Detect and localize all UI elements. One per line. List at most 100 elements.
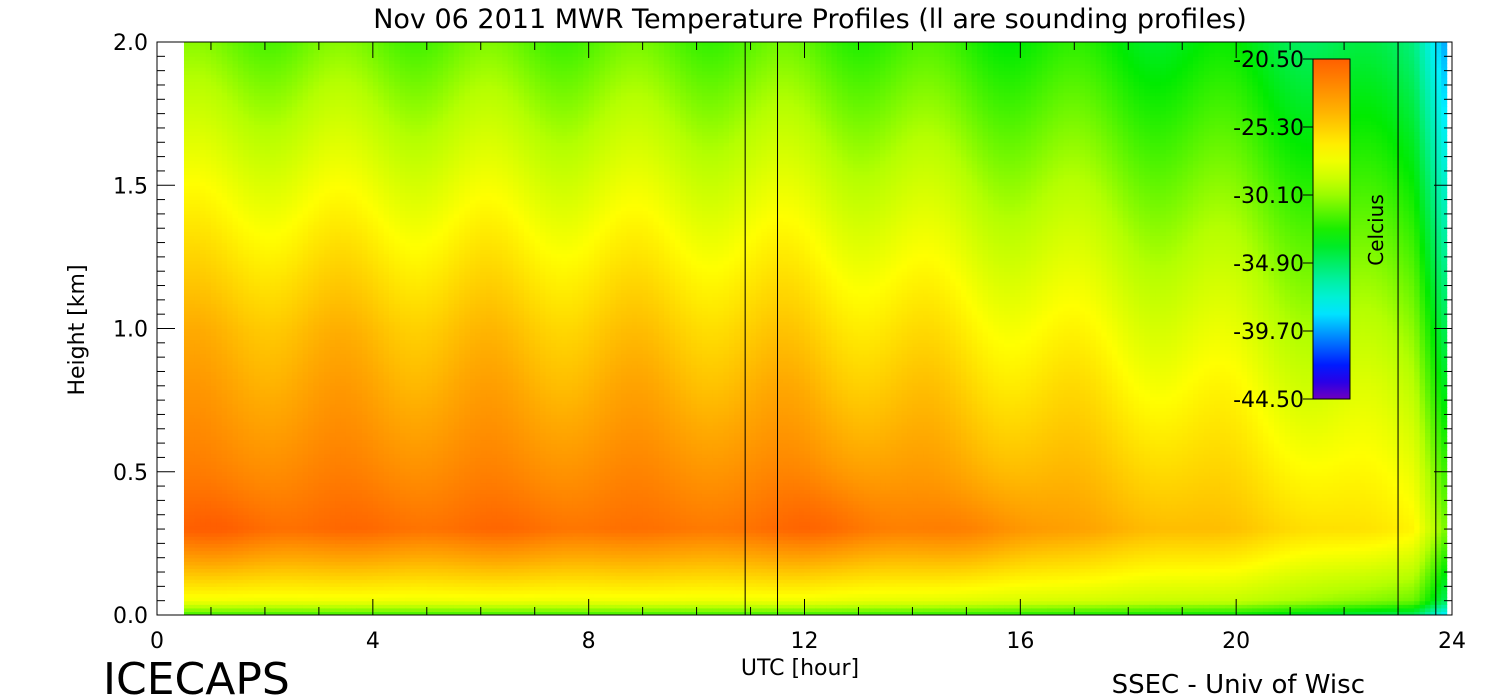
heatmap-cell	[335, 457, 342, 462]
heatmap-cell	[221, 317, 228, 322]
heatmap-cell	[210, 353, 217, 358]
heatmap-cell	[297, 597, 304, 602]
heatmap-cell	[259, 113, 266, 118]
heatmap-cell	[259, 163, 266, 168]
heatmap-cell	[183, 188, 190, 194]
heatmap-cell	[308, 518, 315, 523]
heatmap-cell	[275, 52, 282, 57]
heatmap-cell	[237, 253, 244, 258]
heatmap-cell	[248, 589, 255, 595]
heatmap-cell	[227, 178, 234, 183]
heatmap-cell	[189, 586, 196, 591]
heatmap-cell	[308, 514, 315, 519]
heatmap-cell	[318, 299, 325, 305]
heatmap-cell	[313, 278, 320, 283]
heatmap-cell	[281, 461, 288, 466]
heatmap-cell	[329, 153, 336, 158]
heatmap-cell	[340, 543, 347, 548]
heatmap-cell	[297, 235, 304, 240]
heatmap-cell	[189, 349, 196, 355]
heatmap-cell	[183, 418, 190, 423]
heatmap-cell	[221, 489, 228, 494]
heatmap-cell	[216, 557, 223, 562]
heatmap-cell	[254, 332, 261, 337]
heatmap-cell	[345, 550, 352, 555]
heatmap-cell	[200, 568, 207, 573]
heatmap-cell	[324, 256, 331, 262]
heatmap-cell	[200, 342, 207, 348]
heatmap-cell	[237, 238, 244, 244]
heatmap-cell	[318, 611, 325, 615]
heatmap-cell	[189, 264, 196, 269]
heatmap-cell	[243, 421, 250, 426]
heatmap-cell	[221, 332, 228, 337]
heatmap-cell	[275, 353, 282, 358]
heatmap-cell	[318, 453, 325, 459]
heatmap-cell	[308, 586, 315, 591]
heatmap-cell	[291, 253, 298, 258]
heatmap-cell	[340, 446, 347, 451]
heatmap-cell	[248, 532, 255, 537]
heatmap-cell	[275, 432, 282, 437]
heatmap-cell	[200, 274, 207, 279]
heatmap-cell	[302, 568, 309, 573]
heatmap-cell	[335, 142, 342, 147]
heatmap-cell	[216, 59, 223, 65]
heatmap-cell	[183, 396, 190, 401]
heatmap-cell	[264, 124, 271, 129]
heatmap-cell	[216, 231, 223, 236]
heatmap-cell	[232, 586, 239, 591]
heatmap-cell	[189, 554, 196, 559]
heatmap-cell	[237, 195, 244, 201]
heatmap-cell	[227, 367, 234, 373]
heatmap-cell	[297, 195, 304, 201]
heatmap-cell	[264, 493, 271, 498]
heatmap-cell	[264, 403, 271, 408]
heatmap-cell	[232, 582, 239, 587]
heatmap-cell	[200, 156, 207, 161]
heatmap-cell	[248, 582, 255, 587]
heatmap-cell	[183, 439, 190, 444]
heatmap-cell	[216, 342, 223, 348]
heatmap-cell	[297, 582, 304, 587]
heatmap-cell	[335, 507, 342, 512]
heatmap-cell	[335, 224, 342, 229]
heatmap-cell	[200, 418, 207, 423]
heatmap-cell	[200, 206, 207, 211]
heatmap-cell	[281, 604, 288, 609]
heatmap-cell	[183, 81, 190, 86]
heatmap-cell	[194, 342, 201, 348]
heatmap-cell	[324, 74, 331, 79]
heatmap-cell	[275, 339, 282, 344]
heatmap-cell	[254, 74, 261, 79]
heatmap-cell	[248, 256, 255, 262]
heatmap-cell	[281, 468, 288, 473]
heatmap-cell	[237, 63, 244, 68]
heatmap-cell	[335, 403, 342, 408]
heatmap-cell	[194, 289, 201, 294]
heatmap-cell	[210, 328, 217, 333]
heatmap-cell	[194, 586, 201, 591]
heatmap-cell	[227, 120, 234, 125]
heatmap-cell	[270, 303, 277, 308]
heatmap-cell	[270, 131, 277, 136]
heatmap-cell	[324, 231, 331, 236]
heatmap-cell	[232, 59, 239, 65]
heatmap-cell	[259, 443, 266, 448]
heatmap-cell	[227, 360, 234, 365]
heatmap-cell	[248, 382, 255, 387]
heatmap-cell	[210, 471, 217, 476]
heatmap-cell	[183, 249, 190, 254]
heatmap-cell	[216, 303, 223, 308]
heatmap-cell	[291, 77, 298, 82]
heatmap-cell	[264, 371, 271, 376]
heatmap-cell	[286, 127, 293, 133]
heatmap-cell	[194, 443, 201, 448]
heatmap-cell	[189, 138, 196, 143]
heatmap-cell	[281, 349, 288, 355]
heatmap-cell	[210, 45, 217, 50]
heatmap-cell	[302, 324, 309, 330]
heatmap-cell	[248, 529, 255, 534]
heatmap-cell	[297, 178, 304, 183]
heatmap-cell	[308, 296, 315, 301]
